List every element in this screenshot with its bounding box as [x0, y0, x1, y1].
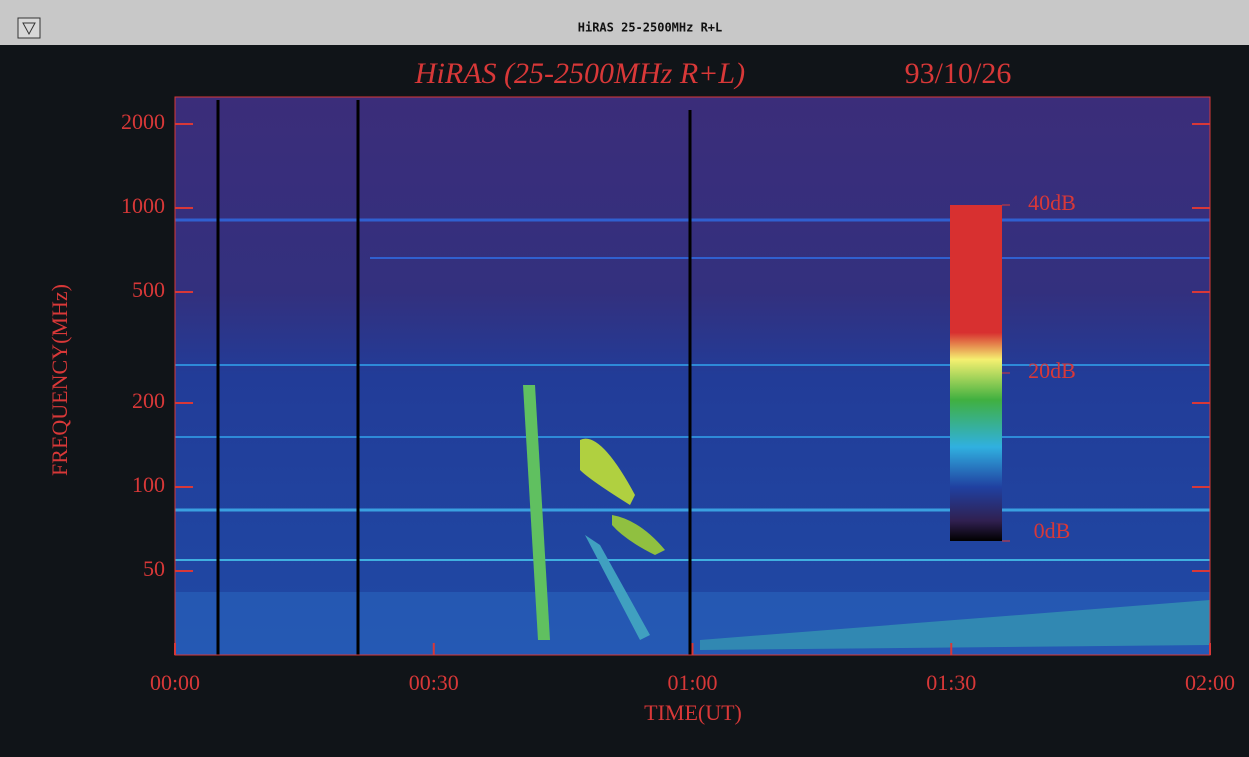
colorbar-label: 20dB [1028, 358, 1076, 383]
x-tick-label: 01:30 [926, 670, 976, 695]
x-tick-label: 02:00 [1185, 670, 1235, 695]
y-tick-label: 50 [143, 556, 165, 581]
colorbar [950, 205, 1002, 541]
y-tick-label: 200 [132, 388, 165, 413]
window: HiRAS 25-2500MHz R+L HiRAS (25-2500MHz R… [0, 0, 1249, 752]
chart-title: HiRAS (25-2500MHz R+L) [414, 57, 745, 90]
colorbar-label: 40dB [1028, 190, 1076, 215]
chart-date: 93/10/26 [905, 57, 1012, 90]
y-tick-label: 100 [132, 472, 165, 497]
page: HiRAS 25-2500MHz R+L HiRAS (25-2500MHz R… [0, 0, 1249, 752]
x-axis-label: TIME(UT) [644, 700, 742, 725]
y-tick-label: 1000 [121, 193, 165, 218]
x-tick-label: 00:00 [150, 670, 200, 695]
x-tick-label: 01:00 [667, 670, 717, 695]
y-axis-label: FREQUENCY(MHz) [47, 284, 72, 476]
y-tick-label: 500 [132, 277, 165, 302]
colorbar-label: 0dB [1034, 518, 1071, 543]
y-tick-label: 2000 [121, 109, 165, 134]
x-tick-label: 00:30 [409, 670, 459, 695]
window-title: HiRAS 25-2500MHz R+L [578, 21, 723, 35]
